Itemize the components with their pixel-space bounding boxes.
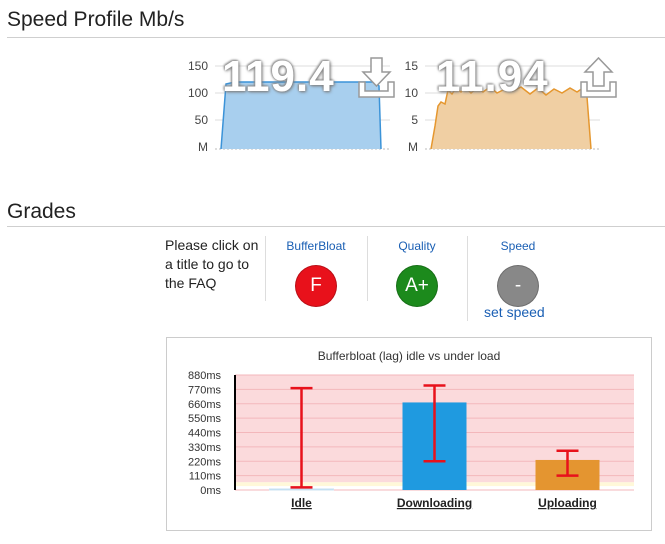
grade-bufferbloat-title-link[interactable]: BufferBloat	[286, 239, 346, 253]
grade-divider	[265, 236, 266, 301]
y-tick-label: 0ms	[200, 485, 221, 497]
y-tick-label: 550ms	[188, 413, 222, 425]
download-arrow-icon	[358, 57, 395, 98]
y-tick-label: 660ms	[188, 399, 222, 411]
grades-divider	[7, 226, 665, 227]
grade-divider	[467, 236, 468, 321]
y-tick-label: 220ms	[188, 456, 222, 468]
download-axis-label: 150	[187, 59, 208, 73]
grade-speed-badge: -	[497, 265, 539, 307]
faq-instructions: Please click on a title to go to the FAQ	[165, 237, 259, 291]
upload-axis-label: M	[408, 140, 418, 154]
upload-arrow-icon	[580, 56, 617, 98]
grade-bufferbloat: BufferBloat F	[276, 239, 356, 307]
chart-bar	[269, 488, 334, 491]
speed-profile-title: Speed Profile Mb/s	[7, 8, 185, 31]
category-label: Idle	[291, 496, 312, 510]
y-tick-label: 110ms	[189, 471, 222, 483]
y-tick-label: 440ms	[188, 428, 222, 440]
bufferbloat-chart-title: Bufferbloat (lag) idle vs under load	[317, 349, 501, 363]
category-label: Uploading	[538, 496, 597, 510]
grade-divider	[367, 236, 368, 301]
download-axis-label: M	[198, 140, 208, 154]
download-speed-graph	[215, 65, 390, 150]
upload-axis-label: 5	[411, 113, 418, 127]
download-axis-label: 100	[187, 86, 208, 100]
grade-quality: Quality A+	[377, 239, 457, 307]
upload-speed-graph	[425, 65, 600, 150]
upload-speed-value: 11.94	[436, 52, 549, 101]
download-axis-label: 50	[194, 113, 208, 127]
upload-axis-label: 15	[404, 59, 418, 73]
y-tick-label: 770ms	[188, 384, 222, 396]
grade-quality-badge: A+	[396, 265, 438, 307]
bufferbloat-chart: 880ms 770ms 660ms 550ms 440ms 330ms 220ms 110ms…	[188, 370, 634, 510]
grade-speed: Speed -	[478, 239, 558, 307]
grade-bufferbloat-badge: F	[295, 265, 337, 307]
y-tick-label: 880ms	[188, 370, 222, 382]
grade-speed-title-link[interactable]: Speed	[500, 239, 536, 253]
grades-title: Grades	[7, 200, 76, 223]
set-speed-link[interactable]: set speed	[484, 304, 545, 320]
category-label: Downloading	[397, 496, 472, 510]
bufferbloat-chart-panel: Bufferbloat (lag) idle vs under load 880…	[166, 337, 652, 531]
grade-quality-title-link[interactable]: Quality	[398, 239, 436, 253]
download-speed-value: 119.4	[222, 52, 335, 101]
y-tick-label: 330ms	[188, 442, 222, 454]
upload-axis-label: 10	[404, 86, 418, 100]
speed-profile-divider	[7, 37, 665, 38]
